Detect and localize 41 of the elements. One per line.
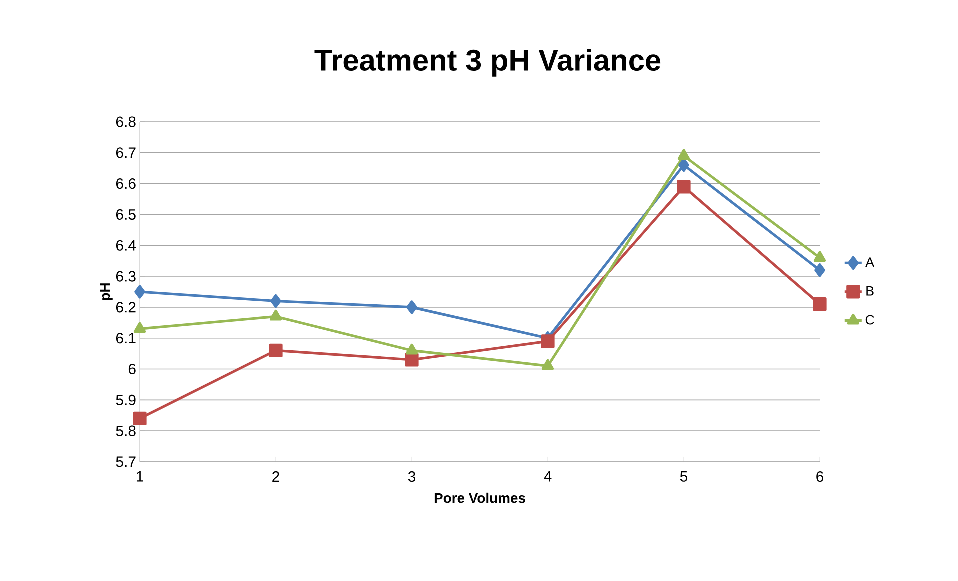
- chart-title: Treatment 3 pH Variance: [314, 49, 661, 77]
- x-tick-label: 3: [408, 472, 416, 482]
- y-axis-title: pH: [100, 284, 113, 300]
- x-tick-label: 2: [272, 472, 280, 482]
- y-tick-label: 6.7: [116, 148, 136, 158]
- point: [134, 285, 146, 299]
- y-tick-label: 5.7: [116, 456, 136, 468]
- x-tick-label: 4: [544, 472, 552, 482]
- y-tick-label: 6.3: [116, 271, 136, 282]
- point: [405, 353, 419, 367]
- y-tick-label: 6.6: [116, 178, 136, 190]
- point: [542, 359, 554, 370]
- y-tick-label: 6.4: [116, 240, 136, 251]
- point: [134, 322, 146, 334]
- point: [541, 334, 555, 348]
- x-axis-title: Pore Volumes: [434, 492, 526, 504]
- point: [270, 294, 282, 308]
- point: [677, 180, 691, 194]
- legend-label: C: [866, 315, 874, 325]
- y-tick-label: 6: [128, 364, 136, 375]
- legend-label: B: [866, 286, 874, 296]
- point: [678, 149, 690, 160]
- point: [814, 264, 826, 278]
- y-tick-label: 5.8: [116, 426, 136, 436]
- point: [269, 344, 283, 358]
- point: [406, 300, 418, 314]
- point: [678, 158, 690, 172]
- y-tick-label: 5.9: [116, 394, 136, 406]
- y-tick-label: 6.1: [116, 333, 136, 344]
- x-tick-label: 1: [136, 472, 144, 482]
- y-tick-label: 6.8: [116, 116, 136, 128]
- legend-label: A: [866, 258, 875, 268]
- x-tick-label: 5: [680, 472, 688, 482]
- point: [813, 298, 827, 312]
- point: [814, 251, 826, 262]
- y-tick-label: 6.5: [116, 209, 136, 220]
- point: [133, 412, 147, 426]
- point: [406, 344, 418, 355]
- point: [270, 310, 282, 321]
- x-tick-label: 6: [816, 472, 824, 482]
- y-tick-label: 6.2: [116, 302, 136, 313]
